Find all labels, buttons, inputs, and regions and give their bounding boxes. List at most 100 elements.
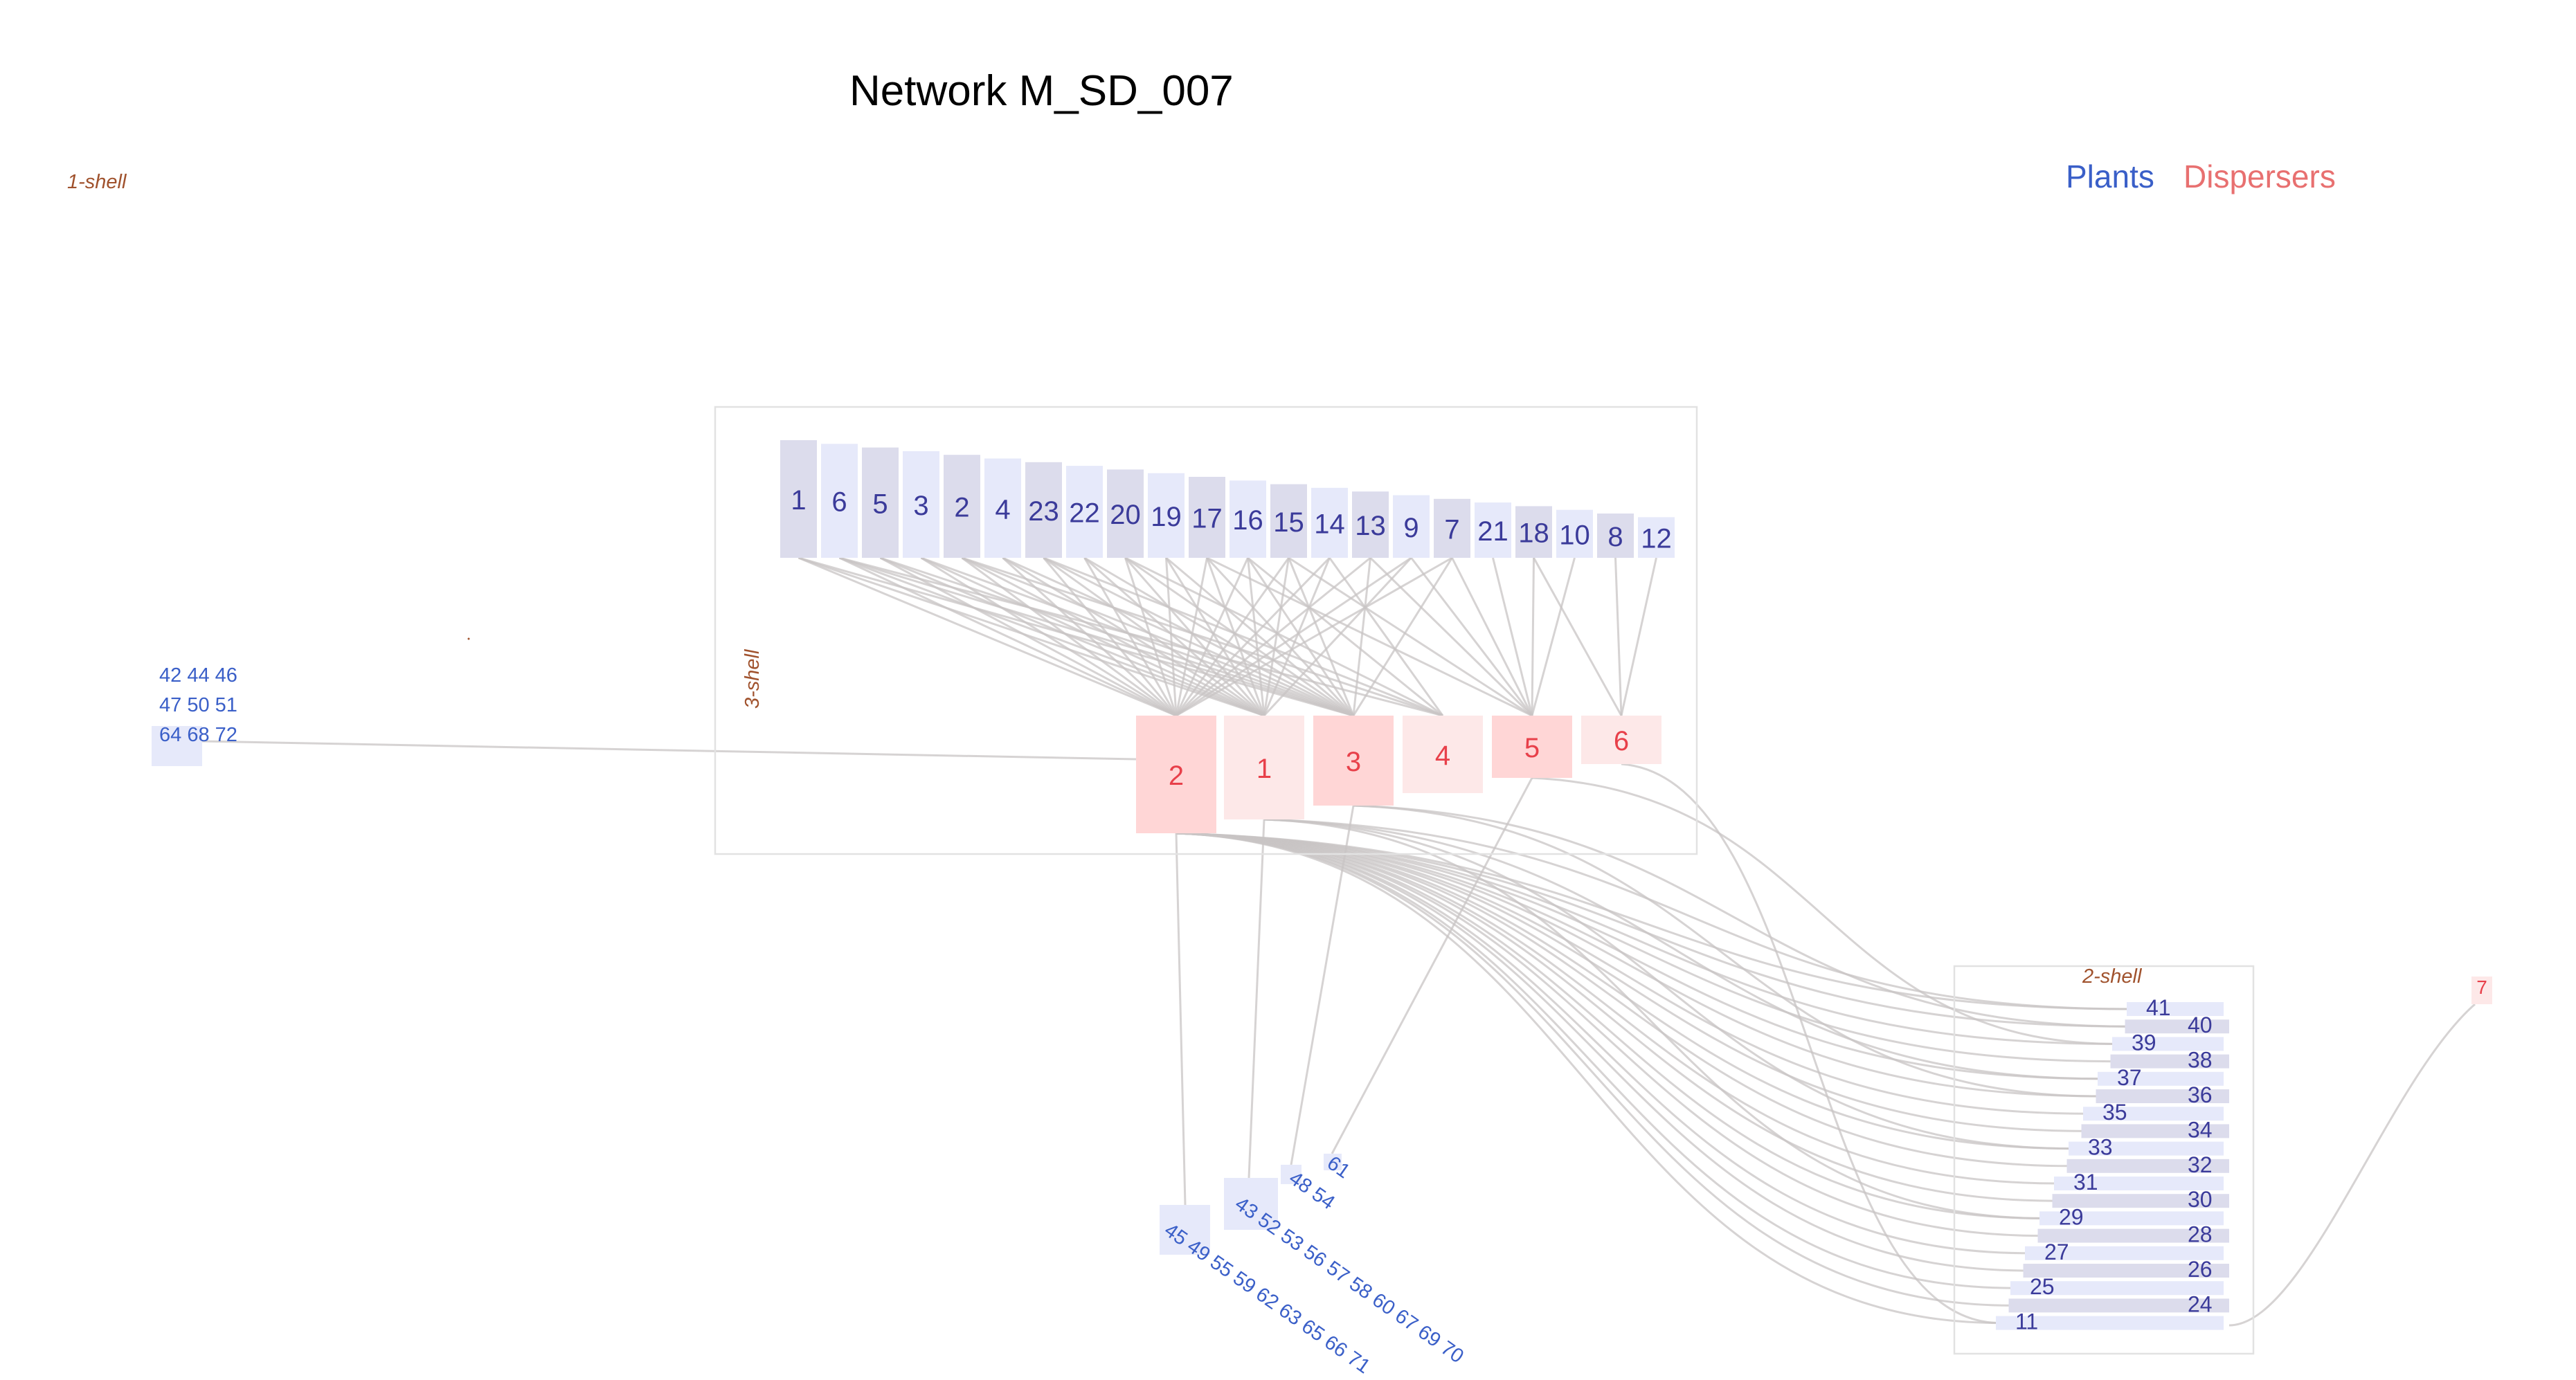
link	[1353, 804, 2129, 1028]
shell-2-plant-label: 25	[2030, 1274, 2055, 1299]
link	[1288, 556, 1533, 717]
link	[1263, 557, 1331, 716]
shell-2-plant-node	[2083, 1107, 2224, 1121]
shell-2-plant-node	[2081, 1124, 2229, 1138]
link	[1263, 557, 1290, 716]
shell-2-plant-label: 31	[2073, 1170, 2098, 1195]
link	[839, 556, 1443, 717]
core-plant-label: 9	[1403, 513, 1418, 543]
link	[1290, 805, 1355, 1165]
core-plant-node	[1352, 491, 1389, 558]
tail-group-label: 43 52 53 56 57 58 60 67 69 70	[1231, 1193, 1468, 1368]
link	[920, 556, 1354, 717]
core-plant-node	[1597, 514, 1634, 558]
link	[1451, 557, 1533, 716]
tail-group-label: 45 49 55 59 62 63 65 66 71	[1160, 1219, 1374, 1379]
link	[1175, 556, 1331, 717]
core-plant-label: 16	[1232, 505, 1263, 536]
shell-3-box	[714, 406, 1698, 855]
link	[1492, 557, 1533, 716]
link	[1176, 832, 2132, 1010]
core-plant-node	[1148, 473, 1185, 558]
link	[201, 740, 1137, 761]
core-plant-node	[1475, 502, 1511, 558]
link	[1043, 556, 1354, 717]
shell-3-label: 3-shell	[741, 648, 764, 709]
link	[1176, 832, 2013, 1307]
shell-2-plant-label: 37	[2117, 1065, 2142, 1090]
core-disperser-group: 2 1 3 4 5 6	[1136, 716, 1661, 833]
isolated-disperser-node	[2471, 977, 2492, 1004]
shell-2-plant-node	[2054, 1177, 2224, 1190]
core-disperser-label: 4	[1435, 741, 1450, 771]
shell-2-plant-label: 11	[2015, 1309, 2038, 1334]
shell-2-plant-node	[2039, 1211, 2224, 1226]
link	[1176, 832, 2115, 1063]
link	[798, 556, 1177, 717]
shell-1-row: 42 44 46	[159, 664, 237, 687]
link	[1043, 556, 1443, 717]
core-plant-label: 10	[1559, 520, 1590, 550]
shell-1-row: 64 68 72	[159, 724, 237, 746]
chart-title: Network M_SD_007	[849, 67, 1234, 115]
core-plant-node	[1393, 495, 1430, 558]
link	[1124, 556, 1354, 717]
link	[1176, 832, 2044, 1219]
shell-2-plant-label: 28	[2188, 1222, 2213, 1247]
core-plant-node	[1515, 506, 1552, 558]
link	[1176, 556, 1371, 717]
link	[1176, 556, 1412, 717]
core-disperser-label: 3	[1346, 747, 1361, 777]
shell-1-plant-box	[152, 726, 202, 766]
link	[1331, 777, 1533, 1154]
link	[1263, 818, 2044, 1219]
link	[1175, 557, 1290, 716]
link	[1410, 557, 1533, 716]
link	[1043, 557, 1178, 716]
core-disperser-node	[1581, 716, 1661, 764]
shell-2-plant-label: 39	[2132, 1030, 2156, 1055]
link	[1533, 557, 1623, 716]
shell-2-plant-node	[2052, 1194, 2229, 1208]
core-plant-label: 1	[791, 485, 806, 516]
core-plant-label: 23	[1028, 496, 1059, 527]
shell-2-plant-label: 35	[2102, 1100, 2127, 1125]
link-layer	[201, 556, 2476, 1327]
link	[1165, 556, 1354, 717]
link	[1247, 556, 1443, 717]
core-plant-node	[1066, 466, 1103, 558]
shell-2-label: 2-shell	[2082, 965, 2143, 988]
link	[1176, 832, 2088, 1115]
link	[1176, 832, 2102, 1080]
core-disperser-label: 1	[1257, 754, 1272, 784]
core-plant-node	[1230, 480, 1266, 558]
core-disperser-node	[1313, 716, 1394, 806]
core-plant-label: 2	[954, 493, 969, 523]
core-plant-label: 17	[1191, 504, 1223, 534]
link	[1176, 832, 2117, 1045]
core-disperser-label: 5	[1524, 733, 1540, 763]
shell-2-plant-label: 40	[2188, 1013, 2213, 1037]
shell-1-row: 47 50 51	[159, 694, 237, 716]
link	[1002, 556, 1178, 717]
link	[1002, 556, 1354, 717]
shell-2-plant-node	[2023, 1264, 2229, 1278]
link	[920, 556, 1177, 717]
tail-group-box	[1160, 1205, 1210, 1255]
link	[1263, 818, 2132, 1010]
core-plant-label: 14	[1314, 509, 1345, 539]
core-plant-node	[821, 444, 858, 558]
core-plant-label: 8	[1607, 522, 1623, 552]
link	[1614, 557, 1623, 716]
core-plant-label: 20	[1110, 500, 1141, 530]
link	[1247, 557, 1355, 716]
link	[1263, 818, 2102, 1080]
tail-group-box	[1224, 1178, 1278, 1230]
core-disperser-label: 2	[1169, 761, 1184, 791]
link	[1531, 777, 2117, 1045]
core-plant-node	[1270, 484, 1307, 558]
link	[1124, 557, 1178, 716]
stray-dot	[467, 637, 470, 640]
core-plant-node	[1189, 477, 1225, 558]
